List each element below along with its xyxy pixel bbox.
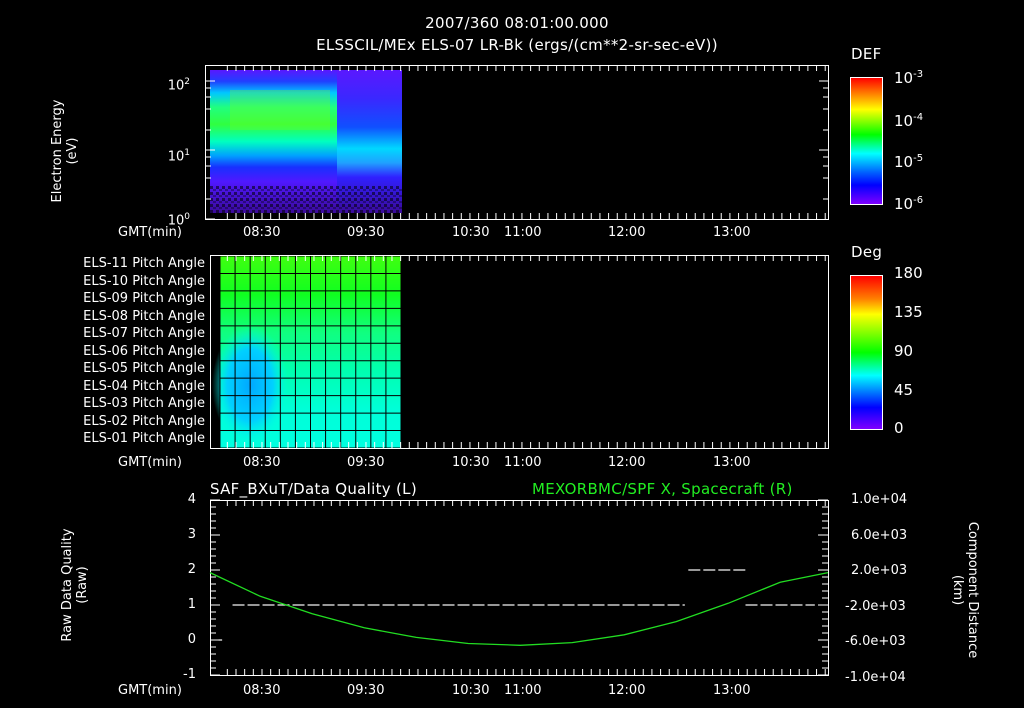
time-tick: 10:30: [452, 683, 490, 698]
deg-tick-45: 45: [894, 381, 914, 399]
time-tick: 13:00: [713, 683, 751, 698]
quality-ytick: 3: [187, 527, 196, 542]
pitch-angle-row-label: ELS-05 Pitch Angle: [83, 361, 205, 376]
plot-title: ELSSCIL/MEx ELS-07 LR-Bk (ergs/(cm**2-sr…: [316, 36, 718, 54]
deg-tick-135: 135: [894, 303, 923, 321]
deg-tick-90: 90: [894, 342, 914, 360]
time-tick: 12:00: [608, 683, 646, 698]
time-axis-label: GMT(min): [118, 455, 182, 470]
energy-ylabel: Electron Energy (eV): [50, 66, 80, 236]
quality-ylabel-left: Raw Data Quality (Raw): [60, 510, 90, 660]
time-axis-label: GMT(min): [118, 225, 182, 240]
pitch-angle-row-label: ELS-07 Pitch Angle: [83, 326, 205, 341]
quality-ylabel-line2: (Raw): [75, 566, 90, 604]
def-tick-1e-3: 10-3: [894, 69, 924, 87]
def-tick-1e-5: 10-5: [894, 153, 924, 171]
time-tick: 08:30: [243, 225, 281, 240]
pitch-angle-row-label: ELS-06 Pitch Angle: [83, 343, 205, 359]
pitch-angle-row-label: ELS-01 Pitch Angle: [83, 431, 205, 446]
pitch-angle-row-label: ELS-09 Pitch Angle: [83, 291, 205, 306]
pitch-angle-row-label: ELS-08 Pitch Angle: [83, 308, 205, 324]
distance-ytick: -6.0e+03: [845, 634, 906, 649]
quality-ytick: 2: [187, 562, 196, 577]
time-tick: 13:00: [713, 225, 751, 240]
time-tick: 08:30: [243, 683, 281, 698]
pitch-angle-row-label: ELS-10 Pitch Angle: [83, 273, 205, 289]
deg-tick-0: 0: [894, 419, 904, 437]
quality-panel-title-left: SAF_BXuT/Data Quality (L): [210, 480, 417, 498]
def-tick-1e-4: 10-4: [894, 112, 924, 130]
quality-ytick: 4: [187, 492, 196, 507]
def-colorbar-title: DEF: [851, 45, 882, 63]
deg-colorbar-title: Deg: [851, 243, 883, 261]
time-tick: 13:00: [713, 455, 751, 470]
quality-ylabel-line1: Raw Data Quality: [60, 528, 75, 642]
quality-ytick: -1: [183, 667, 196, 682]
time-tick: 08:30: [243, 455, 281, 470]
energy-ylabel-line2: (eV): [65, 137, 80, 165]
energy-ytick-100: 102: [167, 77, 190, 94]
def-tick-1e-6: 10-6: [894, 195, 924, 213]
distance-ytick: 2.0e+03: [851, 563, 908, 578]
time-tick: 10:30: [452, 455, 490, 470]
distance-ylabel-right: Component Distance (km): [950, 505, 980, 675]
time-tick: 09:30: [347, 225, 385, 240]
time-axis-label: GMT(min): [118, 683, 182, 698]
pitch-angle-row-label: ELS-11 Pitch Angle: [83, 256, 205, 271]
distance-ytick: -1.0e+04: [845, 669, 906, 685]
time-tick: 11:00: [504, 455, 542, 470]
time-tick: 10:30: [452, 225, 490, 240]
pitch-angle-row-label: ELS-04 Pitch Angle: [83, 378, 205, 394]
distance-ylabel-line2: (km): [950, 574, 965, 606]
quality-ytick: 0: [187, 632, 196, 647]
pitch-angle-row-label: ELS-03 Pitch Angle: [83, 396, 205, 411]
distance-ytick: 1.0e+04: [851, 492, 908, 507]
distance-ylabel-line1: Component Distance: [965, 521, 980, 659]
quality-panel-title-right: MEXORBMC/SPF X, Spacecraft (R): [532, 480, 793, 498]
pitch-angle-row-label: ELS-02 Pitch Angle: [83, 413, 205, 429]
energy-ytick-10: 101: [167, 148, 190, 165]
deg-colorbar: [850, 275, 883, 430]
time-tick: 09:30: [347, 683, 385, 698]
time-tick: 11:00: [504, 225, 542, 240]
distance-ytick: 6.0e+03: [851, 527, 908, 543]
distance-ytick: -2.0e+03: [845, 598, 906, 614]
time-tick: 11:00: [504, 683, 542, 698]
def-colorbar: [850, 77, 883, 205]
energy-ytick-1: 100: [167, 212, 190, 229]
quality-ytick: 1: [187, 597, 196, 612]
time-tick: 12:00: [608, 225, 646, 240]
plot-timestamp: 2007/360 08:01:00.000: [425, 14, 609, 32]
deg-tick-180: 180: [894, 264, 923, 282]
time-tick: 09:30: [347, 455, 385, 470]
time-tick: 12:00: [608, 455, 646, 470]
energy-ylabel-line1: Electron Energy: [50, 99, 65, 203]
